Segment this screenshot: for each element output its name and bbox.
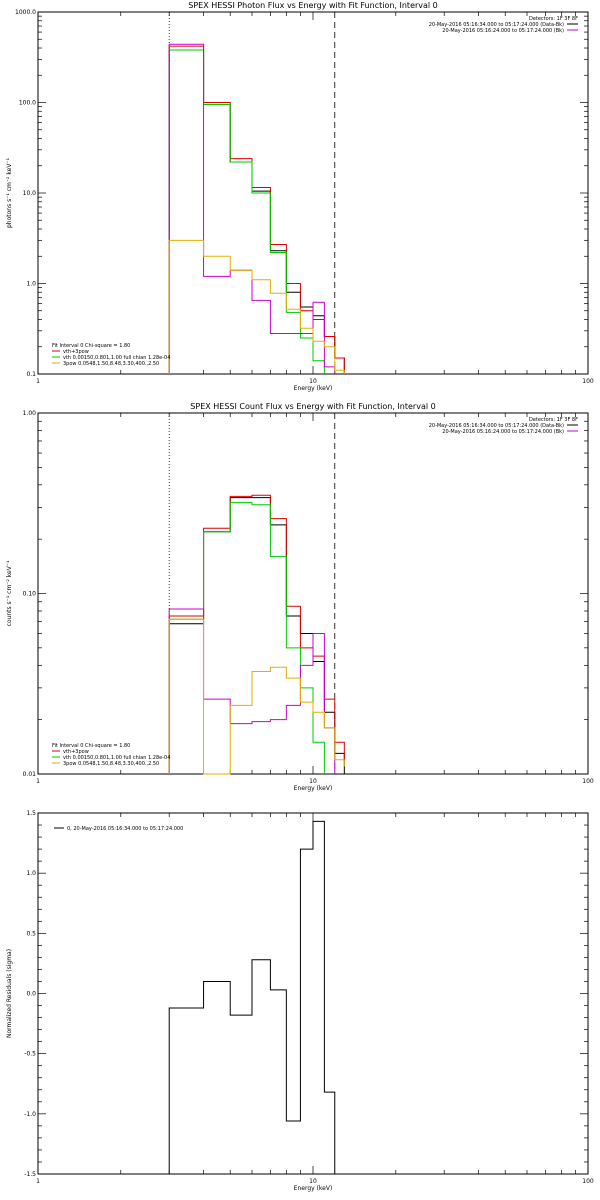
legend-entry-text: 20-May-2016 05:16:34.000 to 05:17:24.000… [429, 22, 564, 28]
x-tick-label: 10 [309, 1178, 317, 1185]
chart-panel-1: SPEX HESSI Count Flux vs Energy with Fit… [6, 402, 594, 792]
y-axis-label: counts s⁻¹ cm⁻² keV⁻¹ [6, 560, 13, 626]
fit-line-text: vth 0.00150,0.801,1.00 full chian 1.28e-… [63, 755, 170, 761]
fit-line-text: vth 0.00150,0.801,1.00 full chian 1.28e-… [63, 355, 170, 361]
fit-line-text: vth+3pow [63, 349, 89, 355]
y-tick-label: -1.5 [24, 1171, 36, 1178]
y-tick-label: 1.00 [23, 410, 37, 417]
legend-header: Detectors: 1F 3F 8F [529, 417, 578, 423]
y-axis-label: Normalized Residuals (sigma) [6, 949, 13, 1038]
fit-line-text: 3pow 0.0548,1.50,8.48,3.30,400.,2.50 [63, 361, 159, 367]
y-tick-label: 100.0 [19, 100, 36, 107]
fit-line-text: 3pow 0.0548,1.50,8.48,3.30,400.,2.50 [63, 761, 159, 767]
legend-entry-text: 0, 20-May-2016 05:16:34.000 to 05:17:24.… [67, 826, 183, 832]
legend-entry-text: 20-May-2016 05:16:24.000 to 05:17:24.000… [442, 429, 564, 435]
legend-header: Detectors: 1F 3F 8F [529, 16, 578, 22]
y-tick-label: 1.0 [26, 870, 36, 877]
fit-line-text: vth+3pow [63, 749, 89, 755]
x-tick-label: 10 [309, 778, 317, 785]
histogram-series-0 [168, 820, 336, 1174]
y-tick-label: 0.10 [23, 591, 37, 598]
x-tick-label: 10 [309, 378, 317, 385]
histogram-series-1 [168, 494, 345, 774]
y-tick-label: 10.0 [23, 190, 37, 197]
x-tick-label: 100 [582, 778, 594, 785]
y-tick-label: 0.5 [26, 930, 36, 937]
y-tick-label: 1.0 [26, 281, 36, 288]
histogram-series-3 [168, 43, 336, 374]
x-tick-label: 1 [36, 378, 40, 385]
chart-panel-0: SPEX HESSI Photon Flux vs Energy with Fi… [6, 1, 594, 392]
x-axis-label: Energy (keV) [294, 785, 333, 792]
x-axis-label: Energy (keV) [294, 1185, 333, 1192]
histogram-series-0 [168, 497, 345, 774]
fit-header: Fit Interval 0 Chi-square = 1.80 [52, 343, 130, 349]
chart-title: SPEX HESSI Photon Flux vs Energy with Fi… [188, 1, 438, 10]
x-tick-label: 100 [582, 378, 594, 385]
fit-header: Fit Interval 0 Chi-square = 1.80 [52, 743, 130, 749]
histogram-series-4 [168, 618, 345, 775]
x-axis-label: Energy (keV) [294, 385, 333, 392]
y-tick-label: -0.5 [24, 1051, 36, 1058]
y-tick-label: 1.5 [26, 810, 36, 817]
x-tick-label: 100 [582, 1178, 594, 1185]
chart-panel-2: 1 10 100 Energy (keV) -1.5 -1.0 -0.5 0.0 0.5 1.0 1… [6, 810, 594, 1192]
x-tick-label: 1 [36, 1178, 40, 1185]
y-tick-label: 0.1 [26, 371, 36, 378]
histogram-series-2 [168, 49, 325, 374]
histogram-series-0 [168, 49, 345, 374]
y-tick-label: 1000.0 [15, 9, 36, 16]
histogram-series-4 [168, 239, 345, 374]
y-tick-label: -1.0 [24, 1111, 36, 1118]
histogram-series-3 [168, 608, 336, 774]
legend-entry-text: 20-May-2016 05:16:24.000 to 05:17:24.000… [442, 28, 564, 34]
histogram-series-1 [168, 45, 345, 374]
chart-title: SPEX HESSI Count Flux vs Energy with Fit… [190, 402, 435, 411]
y-tick-label: 0.01 [23, 771, 37, 778]
histogram-series-2 [168, 501, 325, 774]
x-tick-label: 1 [36, 778, 40, 785]
legend-entry-text: 20-May-2016 05:16:34.000 to 05:17:24.000… [429, 423, 564, 429]
plot-frame [37, 812, 589, 1175]
y-tick-label: 0.0 [26, 991, 36, 998]
y-axis-label: photons s⁻¹ cm⁻² keV⁻¹ [6, 157, 13, 228]
